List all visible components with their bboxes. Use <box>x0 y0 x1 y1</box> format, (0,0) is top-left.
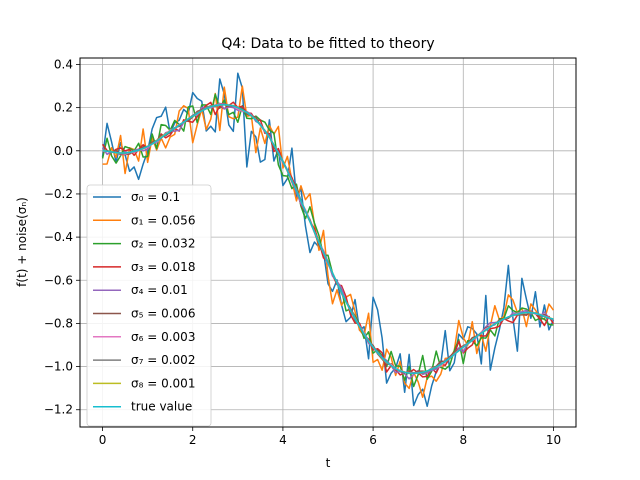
y-tick-label: −0.2 <box>44 187 73 201</box>
grid <box>80 58 576 427</box>
legend-label: σ₁ = 0.056 <box>131 213 195 227</box>
chart-title: Q4: Data to be fitted to theory <box>221 36 434 52</box>
legend-label: σ₀ = 0.1 <box>131 190 180 204</box>
x-tick-label: 4 <box>279 433 287 447</box>
series-line <box>102 103 554 375</box>
series-lines <box>101 72 555 408</box>
y-tick-label: 0.2 <box>54 101 73 115</box>
y-tick-label: −0.8 <box>44 316 73 330</box>
legend-label: σ₆ = 0.003 <box>131 330 195 344</box>
legend-label: σ₅ = 0.006 <box>131 307 195 321</box>
series-line <box>102 85 555 399</box>
x-tick-label: 6 <box>369 433 377 447</box>
x-axis-title: t <box>326 456 331 470</box>
x-tick-label: 0 <box>99 433 107 447</box>
x-tick-label: 2 <box>189 433 197 447</box>
axis-ticks: 0 2 4 6 8 10 0.4 0.2 0.0 −0.2 −0.4 −0.6 −0.8 −1.0 −1.2 <box>44 57 561 447</box>
legend-label: σ₈ = 0.001 <box>131 376 195 390</box>
y-tick-label: −1.2 <box>44 403 73 417</box>
x-tick-label: 10 <box>546 433 561 447</box>
y-tick-label: −0.4 <box>44 230 73 244</box>
legend: σ₀ = 0.1 σ₁ = 0.056 σ₂ = 0.032 σ₃ = 0.018 σ₄… <box>86 184 212 427</box>
y-axis-title: f(t) + noise(σₙ) <box>15 197 29 287</box>
y-tick-label: −0.6 <box>44 273 73 287</box>
series-line <box>101 93 554 388</box>
plot-frame <box>79 57 577 428</box>
legend-label: true value <box>131 400 192 414</box>
y-tick-label: 0.4 <box>54 57 73 71</box>
legend-label: σ₃ = 0.018 <box>131 260 195 274</box>
y-tick-label: 0.0 <box>54 144 73 158</box>
legend-label: σ₄ = 0.01 <box>131 283 188 297</box>
legend-box <box>86 184 212 427</box>
legend-label: σ₇ = 0.002 <box>131 353 195 367</box>
x-tick-label: 8 <box>459 433 467 447</box>
legend-label: σ₂ = 0.032 <box>131 237 195 251</box>
y-tick-label: −1.0 <box>44 360 73 374</box>
